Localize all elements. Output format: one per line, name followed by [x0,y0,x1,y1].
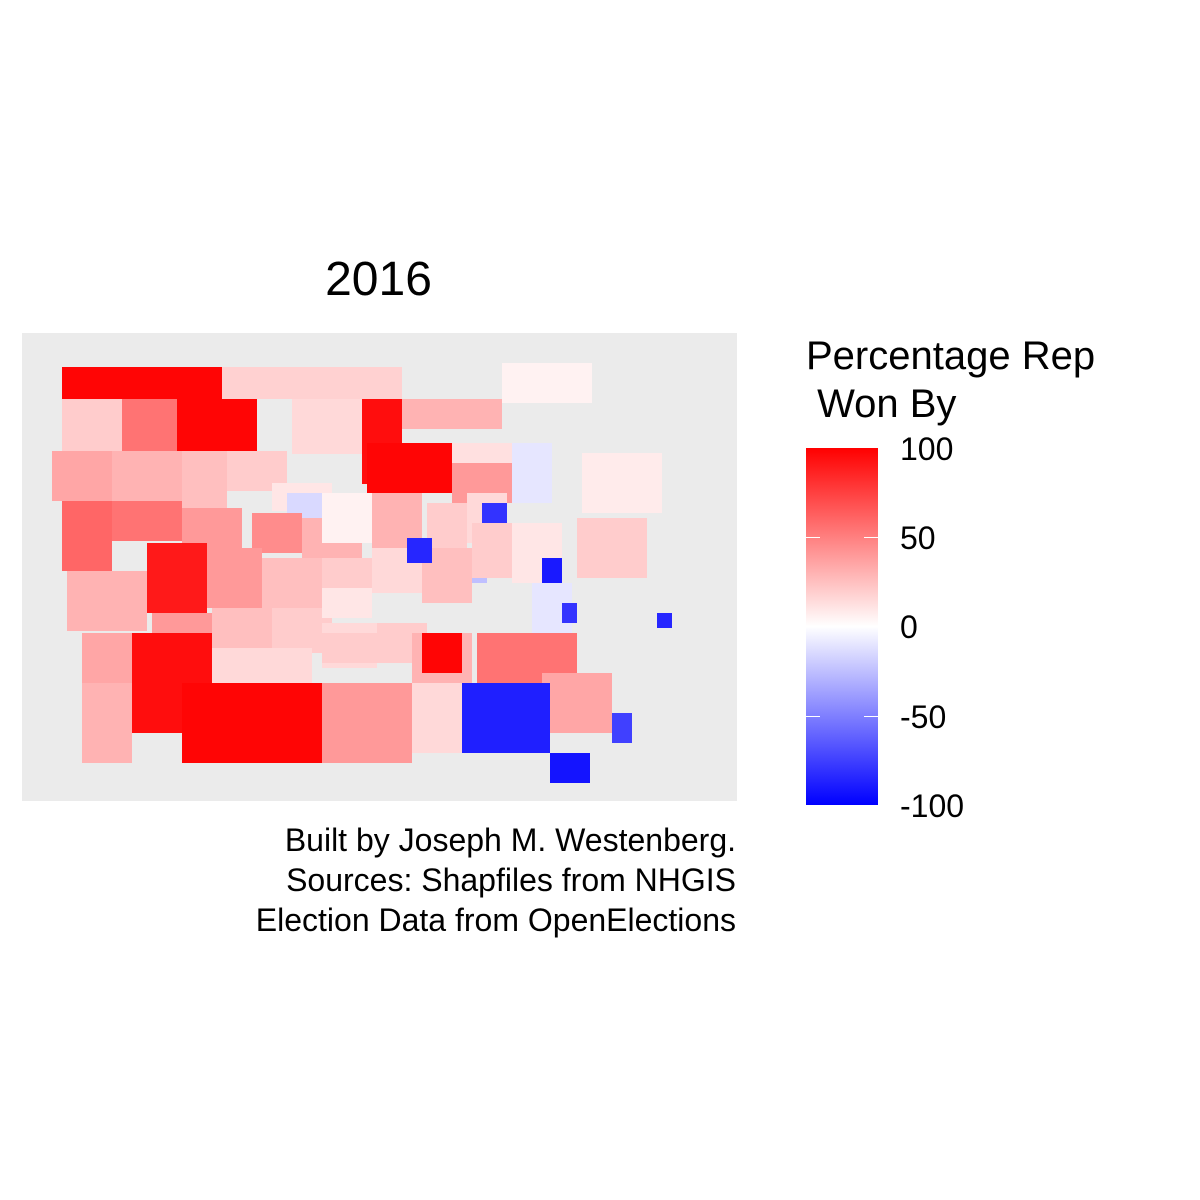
map-title: 2016 [325,253,432,306]
county-region [612,713,632,743]
county-region [322,633,412,663]
legend-tick-mark-right [864,537,878,538]
county-region [207,548,262,608]
county-region [407,538,432,563]
legend-title: Percentage Rep Won By [806,332,1095,428]
county-region [112,501,182,541]
legend-tick-mark-right [864,716,878,717]
county-region [292,399,362,454]
county-region [482,503,507,523]
county-region [502,363,592,403]
county-region [322,558,372,588]
county-region [62,501,112,571]
county-region [67,571,147,631]
county-region [82,683,132,763]
county-region [122,399,182,451]
county-region [562,603,577,623]
county-region [177,399,257,454]
legend-tick-label: 100 [900,431,954,467]
caption-line-1: Built by Joseph M. Westenberg. [284,822,736,858]
county-region [550,753,590,783]
county-region [657,613,672,628]
county-region [367,443,457,493]
county-region [262,558,322,608]
county-region [512,443,552,503]
caption-line-3: Election Data from OpenElections [255,902,736,938]
county-region [472,523,512,578]
county-region [582,453,662,513]
county-region [52,451,112,501]
legend-tick-mark-left [806,537,820,538]
county-region [542,673,612,733]
county-region [182,683,322,763]
choropleth-map [52,363,672,783]
county-region [460,683,550,753]
legend-title-line-2: Won By [806,382,957,426]
county-region [62,399,122,451]
county-region [422,633,462,673]
county-region [62,367,222,399]
county-region [112,451,182,501]
legend-tick-label: -50 [900,699,947,735]
caption-line-2: Sources: Shapfiles from NHGIS [286,862,736,898]
county-region [322,683,412,763]
county-region [222,367,402,399]
county-region [577,518,647,578]
legend-title-line-1: Percentage Rep [806,334,1096,378]
county-region [542,558,562,583]
county-region [212,648,312,688]
county-region [322,588,372,618]
legend-tick-label: 50 [900,520,936,556]
county-region [402,399,502,429]
county-region [132,633,212,688]
legend-tick-mark-right [864,626,878,627]
county-region [412,683,462,753]
map-panel [22,333,737,801]
caption: Built by Joseph M. Westenberg. Sources: … [256,820,736,940]
legend-tick-mark-left [806,626,820,627]
county-region [252,513,302,553]
county-region [182,451,227,511]
legend-tick-label: -100 [900,788,965,824]
legend-tick-mark-left [806,716,820,717]
legend-tick-label: 0 [900,609,918,645]
county-region [212,608,272,648]
county-region [147,543,207,613]
county-region [322,493,372,543]
